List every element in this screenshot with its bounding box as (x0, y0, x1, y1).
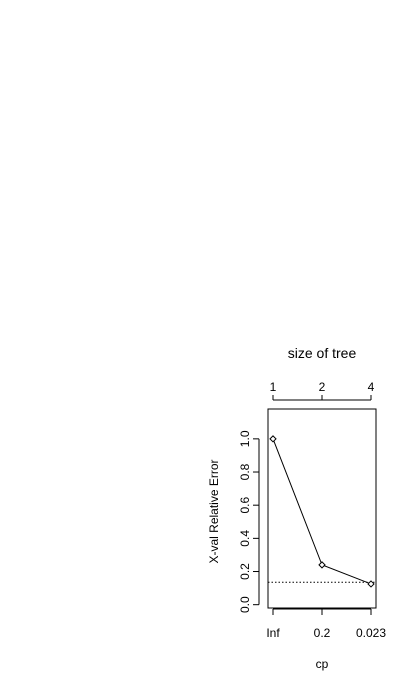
data-point (367, 580, 375, 588)
data-point (318, 561, 326, 569)
x-axis-tick-label: 0.2 (314, 626, 331, 640)
y-axis-tick-label: 0.6 (238, 497, 252, 514)
top-axis-tick-label: 1 (270, 380, 277, 394)
y-axis-tick-label: 0.4 (238, 530, 252, 547)
data-point (269, 435, 277, 443)
y-axis-tick-label: 0.8 (238, 463, 252, 480)
y-axis-tick-label: 0.2 (238, 563, 252, 580)
chart-title: size of tree (288, 345, 357, 361)
x-axis-label: cp (316, 657, 329, 671)
plot-frame (267, 408, 377, 609)
x-axis-tick-label: 0.023 (356, 626, 386, 640)
top-axis-tick-label: 4 (368, 380, 375, 394)
y-axis-label: X-val Relative Error (207, 459, 221, 563)
y-axis-tick-label: 0.0 (238, 596, 252, 613)
top-axis-tick-label: 2 (319, 380, 326, 394)
y-axis-tick-label: 1.0 (238, 430, 252, 447)
x-axis-tick-label: Inf (266, 626, 280, 640)
